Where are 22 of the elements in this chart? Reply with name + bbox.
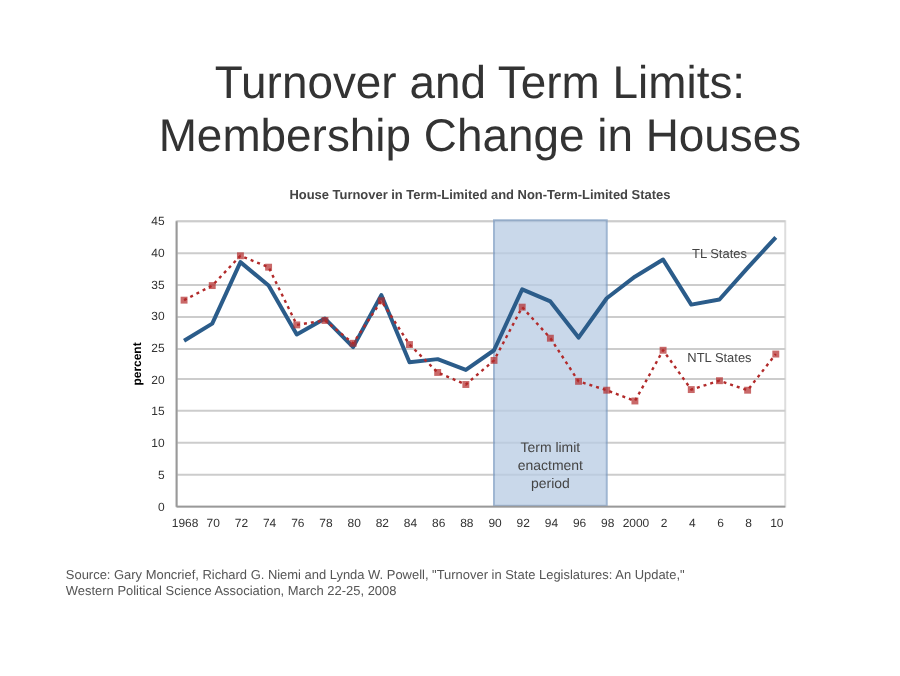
point: [377, 297, 385, 305]
point: [236, 252, 244, 260]
point: [321, 317, 329, 324]
chart-title: Turnover and Term Limits: Membership Change in Houses: [158, 55, 802, 162]
point: [434, 369, 442, 376]
point: [208, 282, 216, 290]
point: [575, 377, 583, 385]
point: [180, 296, 188, 304]
line-series: [182, 235, 778, 372]
point: [744, 386, 752, 394]
point: [349, 339, 357, 347]
point: [293, 321, 301, 329]
point: [518, 303, 526, 311]
point: [603, 386, 611, 394]
point: [546, 334, 554, 342]
point: [406, 341, 413, 349]
point: [715, 377, 723, 385]
point: [659, 346, 667, 354]
point: [687, 386, 695, 394]
point: [772, 350, 780, 358]
point: [265, 263, 273, 271]
point: [462, 381, 470, 388]
